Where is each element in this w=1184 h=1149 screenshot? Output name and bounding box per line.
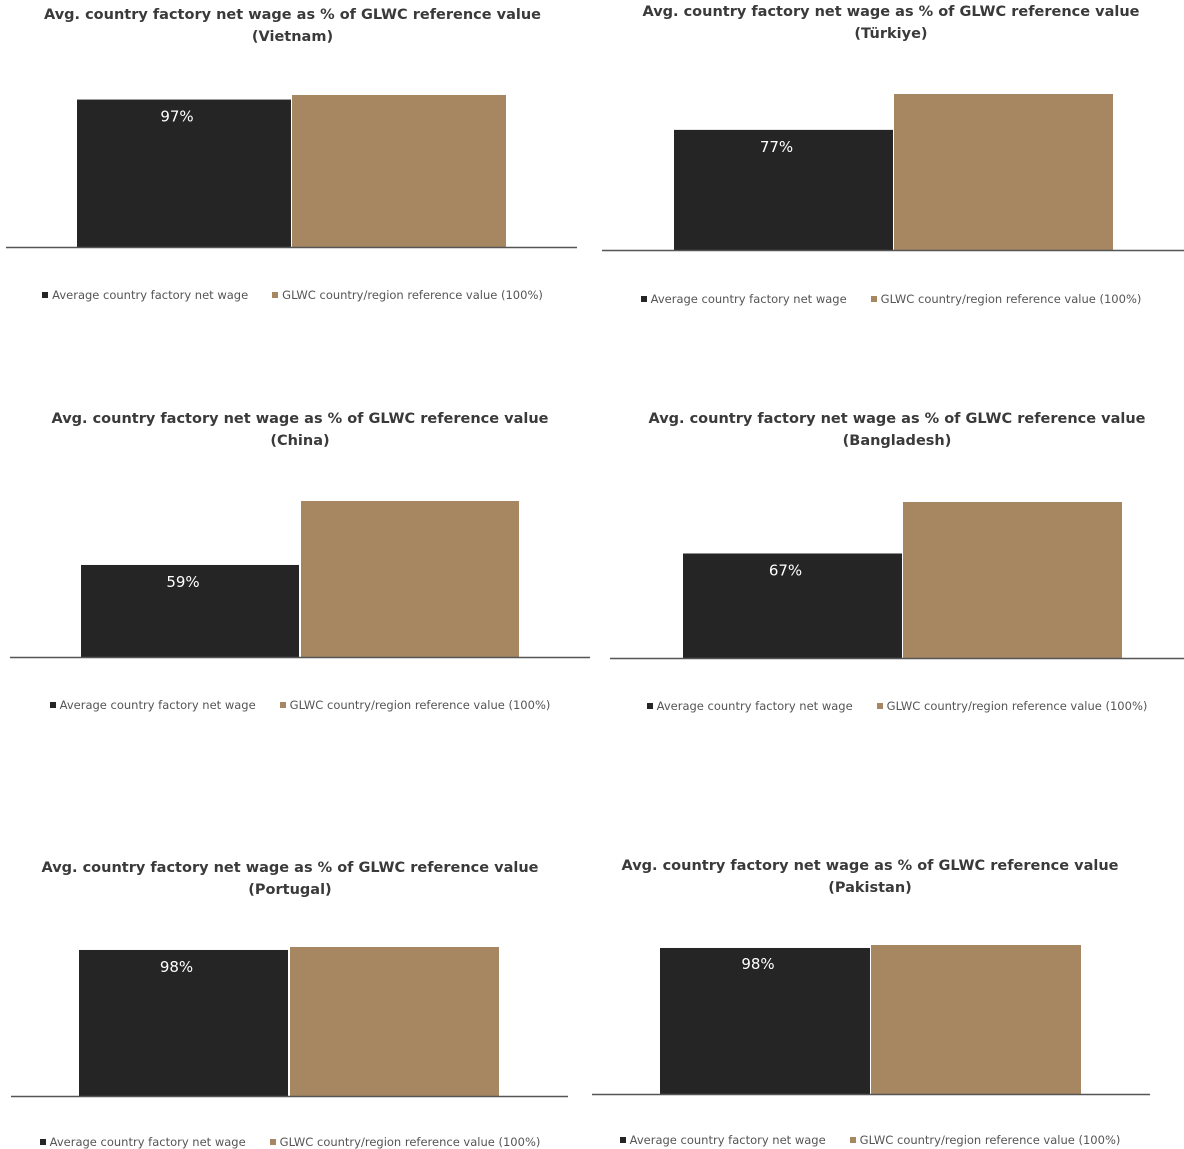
legend: Average country factory net wage GLWC co… [585,1133,1155,1147]
chart-title-main: Avg. country factory net wage as % of GL… [642,4,1140,20]
legend-swatch-reference [849,1137,856,1143]
chart-subtitle: (China) [270,433,330,449]
chart-title-main: Avg. country factory net wage as % of GL… [51,411,549,427]
legend-item-reference: GLWC country/region reference value (100… [272,288,543,302]
data-label: 59% [166,573,199,591]
chart-title: Avg. country factory net wage as % of GL… [598,1,1184,45]
chart-title: Avg. country factory net wage as % of GL… [585,855,1155,899]
legend-item-reference: GLWC country/region reference value (100… [279,698,551,712]
legend-swatch-reference [279,702,286,708]
legend-item-reference: GLWC country/region reference value (100… [849,1133,1121,1147]
legend-swatch-reference [272,292,279,298]
legend-item-net-wage: Average country factory net wage [39,1135,246,1149]
chart-title-main: Avg. country factory net wage as % of GL… [41,860,539,876]
legend-item-reference: GLWC country/region reference value (100… [876,699,1148,713]
legend-swatch-reference [269,1139,276,1145]
legend-item-reference: GLWC country/region reference value (100… [870,292,1142,306]
legend-item-net-wage: Average country factory net wage [640,292,847,306]
legend-swatch-net-wage [619,1137,626,1143]
chart-panel-turkiye: Avg. country factory net wage as % of GL… [598,0,1184,320]
legend-label-net-wage: Average country factory net wage [650,292,847,306]
bar-reference [292,95,506,247]
legend-label-reference: GLWC country/region reference value (100… [282,288,543,302]
bar-reference [290,947,499,1096]
bar-reference [894,94,1113,250]
legend-item-net-wage: Average country factory net wage [646,699,853,713]
chart-subtitle: (Bangladesh) [842,433,952,449]
chart-title-main: Avg. country factory net wage as % of GL… [648,411,1146,427]
chart-panel-pakistan: Avg. country factory net wage as % of GL… [585,850,1155,1149]
legend-label-reference: GLWC country/region reference value (100… [279,1135,541,1149]
chart-title-main: Avg. country factory net wage as % of GL… [43,7,542,23]
legend-label-net-wage: Average country factory net wage [656,699,853,713]
chart-panel-bangladesh: Avg. country factory net wage as % of GL… [610,400,1184,730]
legend: Average country factory net wage GLWC co… [610,699,1184,713]
chart-subtitle: (Pakistan) [828,880,912,896]
chart-title-main: Avg. country factory net wage as % of GL… [621,858,1119,874]
legend-item-net-wage: Average country factory net wage [619,1133,826,1147]
bar-plot: 98% [592,945,1150,1096]
legend-label-net-wage: Average country factory net wage [49,1135,246,1149]
chart-title: Avg. country factory net wage as % of GL… [610,408,1184,452]
legend-label-net-wage: Average country factory net wage [52,288,249,302]
bar-plot: 77% [602,94,1184,252]
legend-swatch-reference [876,703,883,709]
legend-swatch-net-wage [49,702,56,708]
legend-swatch-net-wage [39,1139,46,1145]
legend-label-reference: GLWC country/region reference value (100… [886,699,1148,713]
data-label: 77% [760,138,793,156]
chart-subtitle: (Vietnam) [251,29,334,45]
legend: Average country factory net wage GLWC co… [0,698,600,712]
legend-label-net-wage: Average country factory net wage [59,698,256,712]
legend-item-net-wage: Average country factory net wage [49,698,256,712]
legend-item-reference: GLWC country/region reference value (100… [269,1135,541,1149]
legend-label-reference: GLWC country/region reference value (100… [859,1133,1121,1147]
bar-reference [903,502,1122,658]
data-label: 97% [160,108,193,126]
legend-label-reference: GLWC country/region reference value (100… [289,698,551,712]
chart-title: Avg. country factory net wage as % of GL… [0,4,585,48]
bar-plot: 97% [6,95,577,249]
chart-title: Avg. country factory net wage as % of GL… [0,857,580,901]
bar-net-wage [674,129,893,250]
legend-swatch-net-wage [42,292,49,298]
legend: Average country factory net wage GLWC co… [598,292,1184,306]
legend-swatch-reference [870,296,877,302]
chart-subtitle: (Türkiye) [854,26,928,42]
data-label: 98% [160,958,193,976]
chart-panel-portugal: Avg. country factory net wage as % of GL… [0,850,580,1149]
data-label: 67% [769,561,802,579]
bar-reference [871,945,1081,1094]
chart-title: Avg. country factory net wage as % of GL… [0,408,600,452]
bar-plot: 67% [610,502,1184,660]
data-label: 98% [741,955,774,973]
bar-net-wage [79,949,288,1096]
bar-net-wage [683,553,902,658]
bar-net-wage [77,99,291,247]
bar-reference [301,501,519,657]
bar-net-wage [81,564,299,657]
chart-panel-china: Avg. country factory net wage as % of GL… [0,400,600,730]
legend-label-reference: GLWC country/region reference value (100… [880,292,1142,306]
bar-net-wage [660,947,870,1094]
legend: Average country factory net wage GLWC co… [0,288,585,302]
legend-label-net-wage: Average country factory net wage [629,1133,826,1147]
legend-swatch-net-wage [640,296,647,302]
chart-panel-vietnam: Avg. country factory net wage as % of GL… [0,0,585,320]
legend: Average country factory net wage GLWC co… [0,1135,580,1149]
bar-plot: 98% [11,947,568,1098]
chart-subtitle: (Portugal) [248,882,332,898]
bar-plot: 59% [10,501,590,659]
legend-item-net-wage: Average country factory net wage [42,288,248,302]
legend-swatch-net-wage [646,703,653,709]
